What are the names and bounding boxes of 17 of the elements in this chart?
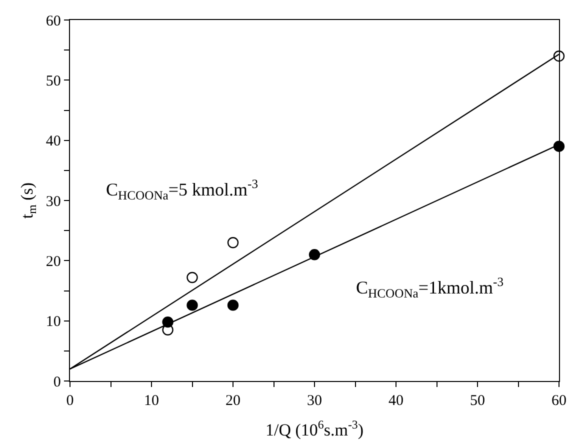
x-tick-label: 40 xyxy=(388,393,404,410)
x-tick-label: 0 xyxy=(66,393,74,410)
y-tick-label: 50 xyxy=(46,73,61,90)
x-tick-label: 30 xyxy=(307,393,322,410)
y-tick-label: 30 xyxy=(46,194,61,210)
x-tick-label: 20 xyxy=(226,393,240,410)
y-tick-label: 40 xyxy=(46,134,61,150)
y-tick-label: 0 xyxy=(53,374,61,390)
x-tick-label: 50 xyxy=(470,393,485,410)
x-tick-label: 60 xyxy=(552,393,566,410)
x-axis-title: 1/Q (10$^{6}$s.m$^{-3}$) xyxy=(265,417,364,440)
y-tick-label: 10 xyxy=(46,314,61,330)
y-tick-label: 60 xyxy=(46,13,61,30)
annotation: C$_{HCOONa}$=5 kmol.m$^{-3}$ xyxy=(106,177,258,202)
annotation: C$_{HCOONa}$=1kmol.m$^{-3}$ xyxy=(356,275,504,300)
y-tick-label: 20 xyxy=(46,254,61,270)
x-tick-label: 10 xyxy=(144,393,159,410)
